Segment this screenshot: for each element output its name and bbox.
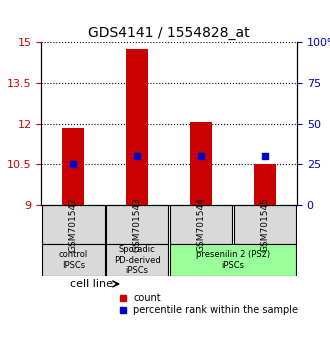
Text: percentile rank within the sample: percentile rank within the sample xyxy=(133,306,298,315)
FancyBboxPatch shape xyxy=(106,205,169,244)
Text: GSM701542: GSM701542 xyxy=(69,197,78,252)
FancyBboxPatch shape xyxy=(170,205,232,244)
FancyBboxPatch shape xyxy=(42,244,105,276)
FancyBboxPatch shape xyxy=(234,205,296,244)
Bar xyxy=(190,122,212,205)
Text: GSM701545: GSM701545 xyxy=(260,197,270,252)
FancyBboxPatch shape xyxy=(106,244,169,276)
Bar xyxy=(62,128,84,205)
FancyBboxPatch shape xyxy=(42,205,105,244)
Text: GSM701544: GSM701544 xyxy=(197,197,206,252)
Text: Sporadic
PD-derived
iPSCs: Sporadic PD-derived iPSCs xyxy=(114,245,160,275)
Text: GSM701543: GSM701543 xyxy=(133,197,142,252)
Bar xyxy=(254,164,276,205)
Text: cell line: cell line xyxy=(70,279,113,289)
Bar xyxy=(126,49,148,205)
Title: GDS4141 / 1554828_at: GDS4141 / 1554828_at xyxy=(88,26,250,40)
Text: count: count xyxy=(133,292,161,303)
FancyBboxPatch shape xyxy=(170,244,296,276)
Text: presenilin 2 (PS2)
iPSCs: presenilin 2 (PS2) iPSCs xyxy=(196,250,270,270)
Text: control
IPSCs: control IPSCs xyxy=(59,250,88,270)
